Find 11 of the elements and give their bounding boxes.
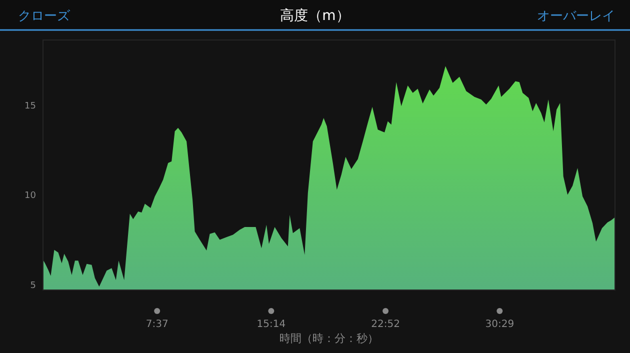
y-tick-label: 5 — [30, 280, 36, 291]
y-tick-label: 10 — [24, 191, 36, 202]
annotation: オーバーレイ — [537, 9, 615, 24]
title: 高度（m） — [280, 8, 350, 24]
y-tick-label: 15 — [24, 102, 36, 112]
annotation: クローズ — [18, 9, 70, 24]
x-tick-label: 30:29 — [485, 319, 514, 330]
x-tick-label: 7:37 — [146, 319, 168, 330]
x-axis-title: 時間（時：分：秒） — [280, 332, 378, 345]
x-tick-label: 22:52 — [371, 319, 400, 330]
x-tick-label: 15:14 — [256, 319, 286, 330]
